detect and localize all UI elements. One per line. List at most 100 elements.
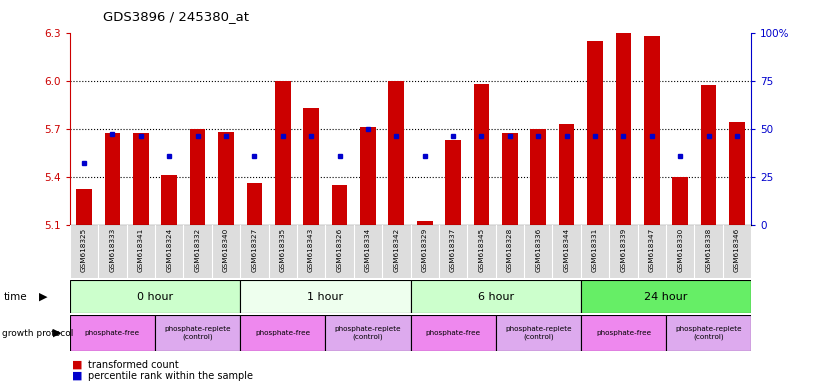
Bar [524, 225, 553, 278]
Text: phosphate-replete
(control): phosphate-replete (control) [505, 326, 571, 340]
Bar [581, 225, 609, 278]
Bar [496, 225, 524, 278]
Bar [76, 189, 92, 225]
Bar [553, 225, 581, 278]
Text: GSM618339: GSM618339 [621, 227, 626, 271]
Bar [666, 315, 751, 351]
Text: GSM618342: GSM618342 [393, 227, 399, 271]
Bar [701, 85, 717, 225]
Bar [104, 133, 120, 225]
Bar [388, 81, 404, 225]
Bar [672, 177, 688, 225]
Text: GSM618333: GSM618333 [109, 227, 116, 271]
Text: GSM618341: GSM618341 [138, 227, 144, 271]
Text: GSM618325: GSM618325 [81, 227, 87, 271]
Text: GSM618331: GSM618331 [592, 227, 598, 271]
Bar [445, 140, 461, 225]
Text: GSM618335: GSM618335 [280, 227, 286, 271]
Bar [587, 41, 603, 225]
Text: GSM618344: GSM618344 [564, 227, 570, 271]
Text: transformed count: transformed count [88, 360, 179, 370]
Bar [297, 225, 325, 278]
Bar [268, 225, 297, 278]
Text: GSM618327: GSM618327 [251, 227, 257, 271]
Text: 1 hour: 1 hour [307, 291, 343, 302]
Bar [212, 225, 241, 278]
Bar [133, 133, 149, 225]
Bar [644, 36, 659, 225]
Bar [155, 225, 183, 278]
Text: growth protocol: growth protocol [2, 329, 74, 338]
Bar [530, 129, 546, 225]
Bar [695, 225, 722, 278]
Bar [303, 108, 319, 225]
Bar [638, 225, 666, 278]
Bar [275, 81, 291, 225]
Text: 24 hour: 24 hour [644, 291, 688, 302]
Text: GDS3896 / 245380_at: GDS3896 / 245380_at [103, 10, 249, 23]
Bar [581, 280, 751, 313]
Text: GSM618347: GSM618347 [649, 227, 655, 271]
Bar [360, 127, 376, 225]
Text: ▶: ▶ [53, 328, 62, 338]
Bar [496, 315, 581, 351]
Text: GSM618329: GSM618329 [422, 227, 428, 271]
Bar [218, 132, 234, 225]
Bar [410, 225, 439, 278]
Bar [559, 124, 575, 225]
Bar [70, 280, 241, 313]
Bar [467, 225, 496, 278]
Bar [325, 225, 354, 278]
Text: GSM618328: GSM618328 [507, 227, 513, 271]
Bar [190, 129, 205, 225]
Text: GSM618343: GSM618343 [308, 227, 314, 271]
Bar [332, 185, 347, 225]
Text: phosphate-free: phosphate-free [255, 330, 310, 336]
Bar [609, 225, 638, 278]
Bar [502, 133, 518, 225]
Bar [439, 225, 467, 278]
Text: GSM618337: GSM618337 [450, 227, 456, 271]
Bar [729, 122, 745, 225]
Bar [616, 33, 631, 225]
Text: phosphate-free: phosphate-free [596, 330, 651, 336]
Bar [126, 225, 155, 278]
Text: phosphate-replete
(control): phosphate-replete (control) [676, 326, 742, 340]
Text: phosphate-free: phosphate-free [85, 330, 140, 336]
Text: GSM618338: GSM618338 [705, 227, 712, 271]
Text: GSM618326: GSM618326 [337, 227, 342, 271]
Bar [241, 315, 325, 351]
Text: GSM618334: GSM618334 [365, 227, 371, 271]
Text: GSM618324: GSM618324 [166, 227, 172, 271]
Text: GSM618346: GSM618346 [734, 227, 740, 271]
Bar [410, 280, 581, 313]
Text: GSM618332: GSM618332 [195, 227, 200, 271]
Text: GSM618336: GSM618336 [535, 227, 541, 271]
Bar [410, 315, 496, 351]
Text: phosphate-replete
(control): phosphate-replete (control) [164, 326, 231, 340]
Bar [70, 225, 99, 278]
Bar [722, 225, 751, 278]
Bar [417, 222, 433, 225]
Bar [246, 183, 262, 225]
Bar [183, 225, 212, 278]
Bar [155, 315, 240, 351]
Text: ■: ■ [72, 371, 83, 381]
Bar [666, 225, 695, 278]
Text: 6 hour: 6 hour [478, 291, 514, 302]
Text: GSM618330: GSM618330 [677, 227, 683, 271]
Text: time: time [4, 291, 28, 302]
Bar [99, 225, 126, 278]
Bar [325, 315, 410, 351]
Bar [241, 225, 268, 278]
Text: GSM618345: GSM618345 [479, 227, 484, 271]
Text: phosphate-replete
(control): phosphate-replete (control) [335, 326, 401, 340]
Bar [581, 315, 666, 351]
Text: ▶: ▶ [39, 291, 48, 302]
Bar [70, 315, 155, 351]
Bar [382, 225, 410, 278]
Text: GSM618340: GSM618340 [223, 227, 229, 271]
Bar [162, 175, 177, 225]
Text: ■: ■ [72, 360, 83, 370]
Text: 0 hour: 0 hour [137, 291, 173, 302]
